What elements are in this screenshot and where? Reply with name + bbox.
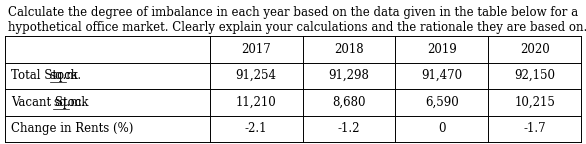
Text: -1.2: -1.2: [338, 122, 360, 135]
Text: sq.m.: sq.m.: [50, 69, 82, 82]
Text: -1.7: -1.7: [523, 122, 546, 135]
Text: hypothetical office market. Clearly explain your calculations and the rationale : hypothetical office market. Clearly expl…: [8, 21, 586, 34]
Text: Change in Rents (%): Change in Rents (%): [11, 122, 134, 135]
Text: sq.m.: sq.m.: [53, 96, 85, 109]
Text: -2.1: -2.1: [245, 122, 267, 135]
Text: 11,210: 11,210: [236, 96, 277, 109]
Text: Total Stock: Total Stock: [11, 69, 81, 82]
Text: 92,150: 92,150: [514, 69, 555, 82]
Text: Vacant Stock: Vacant Stock: [11, 96, 92, 109]
Text: 8,680: 8,680: [332, 96, 366, 109]
Text: 2017: 2017: [241, 43, 271, 56]
Text: 0: 0: [438, 122, 445, 135]
Text: 91,298: 91,298: [329, 69, 369, 82]
Text: 91,254: 91,254: [236, 69, 277, 82]
Text: Calculate the degree of imbalance in each year based on the data given in the ta: Calculate the degree of imbalance in eac…: [8, 6, 578, 19]
Text: 91,470: 91,470: [421, 69, 462, 82]
Text: 2020: 2020: [520, 43, 550, 56]
Text: 2019: 2019: [427, 43, 456, 56]
Text: 10,215: 10,215: [514, 96, 555, 109]
Text: 2018: 2018: [334, 43, 364, 56]
Text: 6,590: 6,590: [425, 96, 459, 109]
